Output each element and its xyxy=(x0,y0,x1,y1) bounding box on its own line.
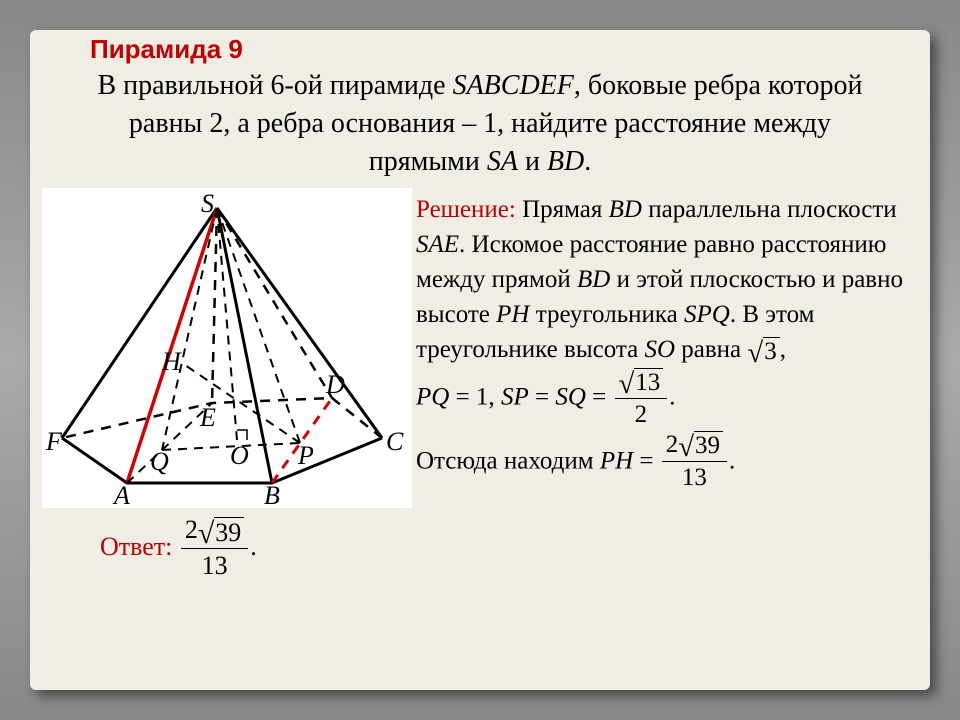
solution-var: BD xyxy=(609,196,642,223)
numerator-coef: 2 xyxy=(185,515,198,544)
radical-icon: √ xyxy=(678,433,694,463)
solution-text: . xyxy=(669,384,675,411)
radical-icon: √ xyxy=(198,519,214,550)
radicand: 13 xyxy=(634,368,663,398)
problem-text: . xyxy=(584,146,591,177)
solution-text: Прямая xyxy=(516,196,609,223)
denominator: 2 xyxy=(615,399,668,432)
answer-period: . xyxy=(250,533,257,562)
radicand: 39 xyxy=(694,431,723,461)
label-E: E xyxy=(199,403,216,432)
sqrt-39: √39 xyxy=(678,431,723,461)
solution-var: PH xyxy=(600,448,633,475)
denominator: 13 xyxy=(662,462,727,495)
solution-block: Решение: Прямая BD параллельна плоскости… xyxy=(416,188,918,508)
solution-var: SQ xyxy=(555,384,586,411)
label-S: S xyxy=(201,189,214,218)
numerator-coef: 2 xyxy=(666,431,679,458)
slide-card: Пирамида 9 В правильной 6-ой пирамиде SA… xyxy=(30,30,930,690)
solution-var: SO xyxy=(644,336,675,363)
solution-text: Отсюда находим xyxy=(416,448,600,475)
solution-var: PH xyxy=(496,301,529,328)
solution-text: параллельна плоскости xyxy=(642,196,897,223)
sqrt-3: √3 xyxy=(747,337,779,367)
problem-text: В правильной 6-ой пирамиде xyxy=(97,70,452,101)
radical-icon: √ xyxy=(619,370,635,400)
solution-var: SP xyxy=(501,384,529,411)
solution-text: = xyxy=(529,384,556,411)
solution-var: PQ xyxy=(416,384,449,411)
radicand: 39 xyxy=(214,517,244,548)
pyramid-svg: S A B C D E F O P Q H xyxy=(42,188,412,508)
solution-text: = 1, xyxy=(449,384,501,411)
fraction-ph: 2√3913 xyxy=(662,431,727,495)
label-Q: Q xyxy=(150,447,169,476)
content-row: S A B C D E F O P Q H Решение: Прямая BD… xyxy=(30,188,930,508)
label-C: C xyxy=(386,427,404,456)
sqrt-13: √13 xyxy=(619,368,664,398)
label-H: H xyxy=(161,347,182,376)
slide-title: Пирамида 9 xyxy=(30,30,930,65)
solution-text: = xyxy=(633,448,660,475)
answer-fraction: 2√3913 xyxy=(181,516,248,582)
answer-label: Ответ: xyxy=(100,533,172,562)
solution-text: = xyxy=(586,384,613,411)
pyramid-figure: S A B C D E F O P Q H xyxy=(42,188,412,508)
fraction-sp: √132 xyxy=(615,367,668,431)
solution-var: BD xyxy=(577,266,610,293)
solution-lead: Решение: xyxy=(416,196,516,223)
sqrt-39-ans: √39 xyxy=(198,517,244,548)
radical-icon: √ xyxy=(747,339,763,369)
problem-var: BD xyxy=(547,146,584,177)
label-F: F xyxy=(45,427,63,456)
problem-var: SABCDEF xyxy=(453,70,574,101)
solution-text: , xyxy=(780,336,786,363)
solution-var: SAE xyxy=(416,231,459,258)
solution-var: SPQ xyxy=(684,301,730,328)
label-P: P xyxy=(297,441,314,470)
solution-text: равна xyxy=(675,336,747,363)
answer-row: Ответ: 2√3913. xyxy=(30,508,930,582)
label-B: B xyxy=(264,481,280,508)
problem-text: и xyxy=(518,146,547,177)
solution-text: . xyxy=(729,448,735,475)
problem-statement: В правильной 6-ой пирамиде SABCDEF, боко… xyxy=(30,65,930,188)
denominator: 13 xyxy=(181,549,248,583)
label-O: O xyxy=(230,441,249,470)
solution-text: треугольника xyxy=(529,301,684,328)
label-A: A xyxy=(112,481,130,508)
radicand: 3 xyxy=(763,337,780,367)
label-D: D xyxy=(325,370,345,399)
problem-var: SA xyxy=(487,146,518,177)
